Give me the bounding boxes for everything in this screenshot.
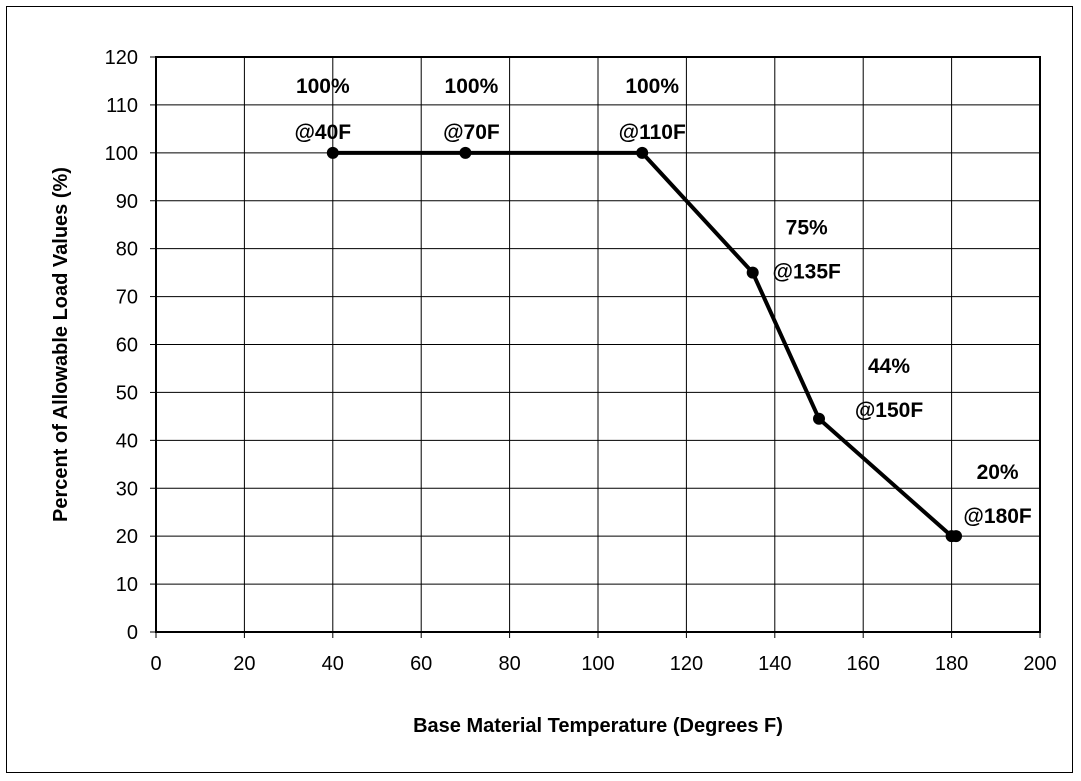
y-tick-label: 110 xyxy=(106,95,138,117)
y-tick-label: 80 xyxy=(116,239,138,261)
x-tick-label: 120 xyxy=(670,653,703,675)
y-tick-label: 70 xyxy=(116,287,138,309)
x-tick-label: 200 xyxy=(1023,653,1056,675)
annotation-percent: 100% xyxy=(296,75,350,98)
y-tick-label: 100 xyxy=(105,143,138,165)
x-tick-label: 180 xyxy=(935,653,968,675)
annotation-percent: 100% xyxy=(445,75,499,98)
annotations: 100% @40F 100% @70F 100% @110F 75% @135F 44% @150… xyxy=(294,75,1031,528)
x-axis-title: Base Material Temperature (Degrees F) xyxy=(413,715,783,737)
x-axis: 0 20 40 60 80 100 120 140 160 180 200 xyxy=(150,632,1057,675)
x-tick-label: 0 xyxy=(150,653,161,675)
x-tick-label: 40 xyxy=(322,653,344,675)
chart-frame xyxy=(6,6,1073,773)
annotation-percent: 44% xyxy=(868,355,910,378)
y-tick-label: 10 xyxy=(116,574,138,596)
x-tick-label: 160 xyxy=(847,653,880,675)
y-tick-label: 20 xyxy=(116,526,138,548)
annotation-temperature: @40F xyxy=(294,121,351,144)
x-tick-label: 100 xyxy=(581,653,614,675)
y-tick-label: 40 xyxy=(116,430,138,452)
annotation-temperature: @135F xyxy=(773,261,842,284)
y-tick-label: 0 xyxy=(127,622,138,644)
y-tick-label: 30 xyxy=(116,478,138,500)
data-point xyxy=(326,146,339,159)
annotation-temperature: @110F xyxy=(619,121,686,144)
data-points xyxy=(326,146,963,543)
x-tick-label: 140 xyxy=(758,653,791,675)
y-axis: 0 10 20 30 40 50 60 70 80 90 100 110 120 xyxy=(105,47,156,644)
annotation-temperature: @180F xyxy=(963,505,1032,528)
y-tick-label: 90 xyxy=(116,191,138,213)
data-point xyxy=(950,530,963,543)
annotation-percent: 20% xyxy=(977,461,1019,484)
annotation-percent: 75% xyxy=(786,217,828,240)
x-tick-label: 60 xyxy=(410,653,432,675)
x-tick-label: 20 xyxy=(233,653,255,675)
data-point xyxy=(459,146,472,159)
data-point xyxy=(813,412,825,425)
data-point xyxy=(636,146,649,159)
y-tick-label: 120 xyxy=(105,47,138,69)
y-tick-label: 50 xyxy=(116,382,138,404)
annotation-percent: 100% xyxy=(625,75,679,98)
data-point xyxy=(746,266,759,279)
annotation-temperature: @70F xyxy=(443,121,500,144)
grid xyxy=(155,56,1041,633)
y-axis-title: Percent of Allowable Load Values (%) xyxy=(50,167,72,522)
annotation-temperature: @150F xyxy=(855,399,924,422)
x-tick-label: 80 xyxy=(498,653,520,675)
y-tick-label: 60 xyxy=(116,335,138,357)
